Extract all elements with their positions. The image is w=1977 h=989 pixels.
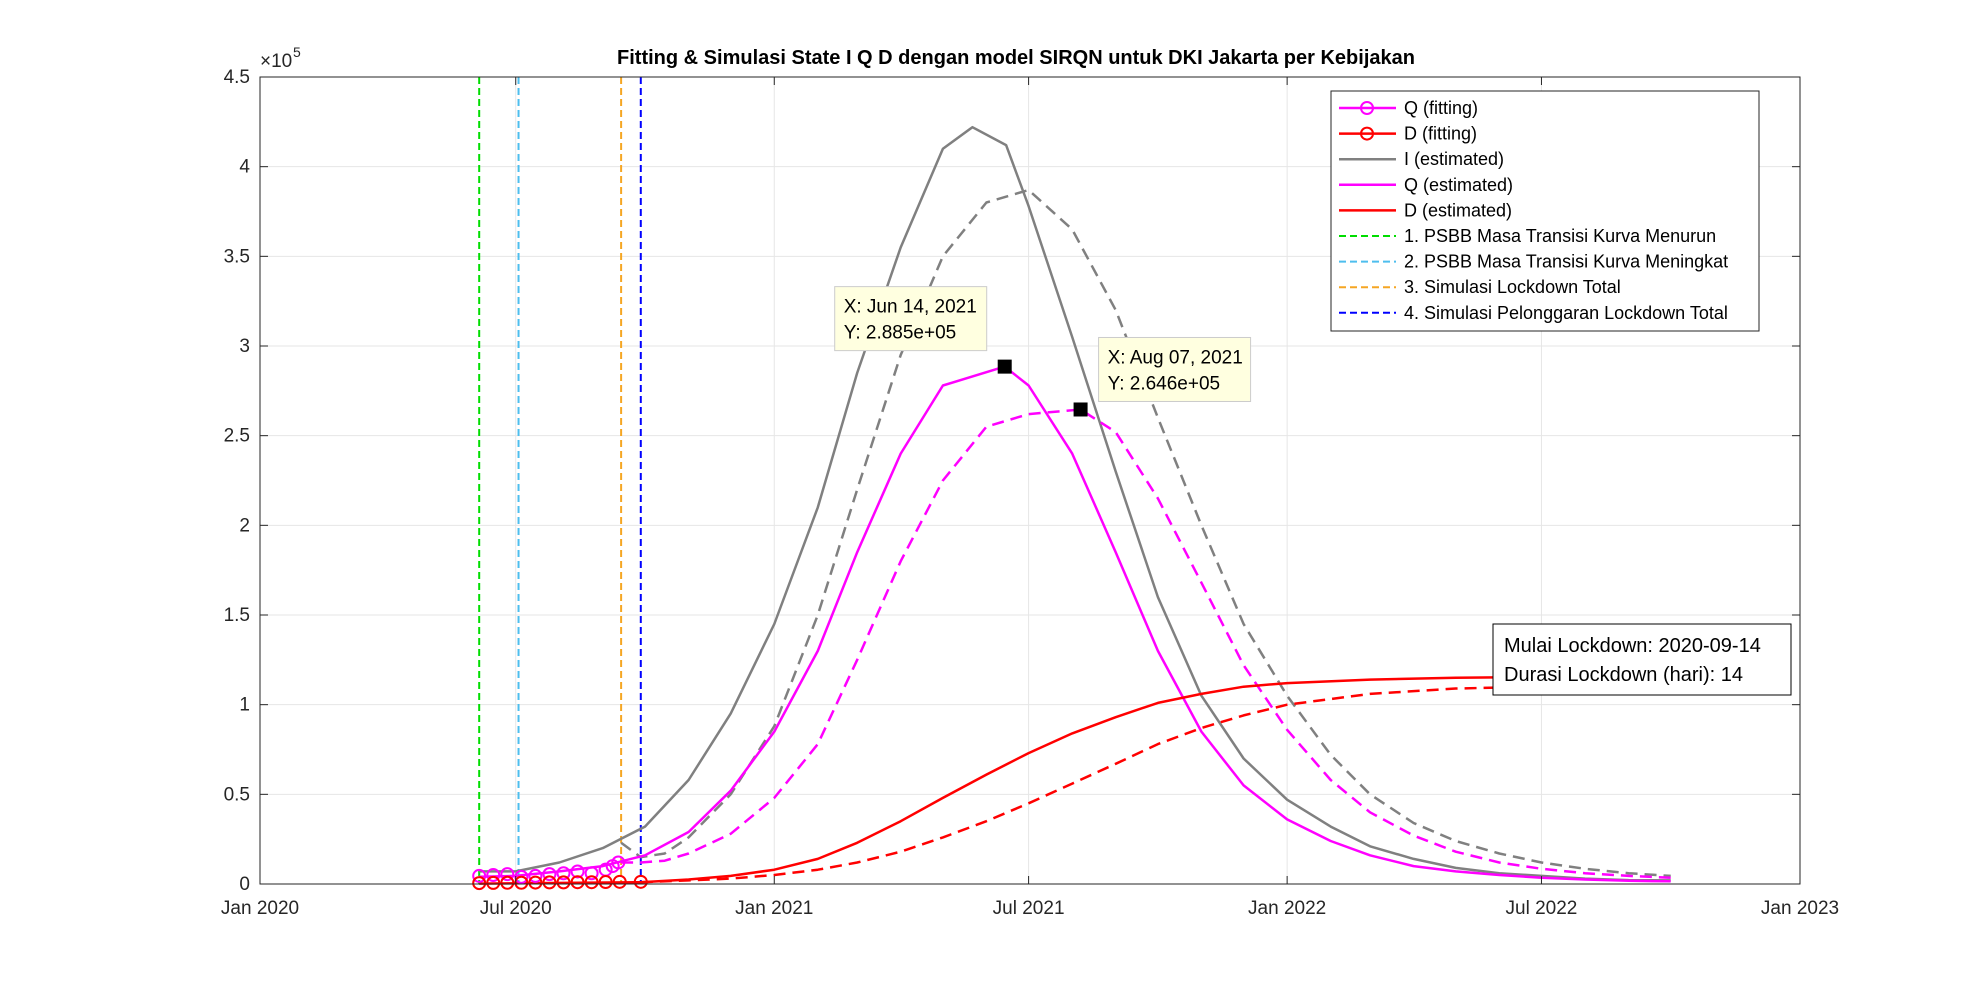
legend-entry-label: D (estimated) xyxy=(1404,200,1512,220)
datatip-marker xyxy=(1073,402,1088,417)
datatip-x-label: X: Aug 07, 2021 xyxy=(1108,347,1243,368)
legend-marker xyxy=(1360,101,1374,115)
x-tick-label: Jan 2021 xyxy=(735,898,813,919)
legend-entry-label: Q (estimated) xyxy=(1404,175,1513,195)
annotation-box xyxy=(1492,623,1792,696)
fitting-markers xyxy=(472,855,648,891)
datatip-box xyxy=(1098,336,1252,402)
datatip-box xyxy=(834,286,988,352)
y-tick-label: 0.5 xyxy=(224,784,250,805)
q-fitting-marker xyxy=(486,868,501,883)
y-tick-label: 3 xyxy=(239,336,250,357)
q-fitting-marker xyxy=(500,867,515,882)
datatip-y-label: Y: 2.885e+05 xyxy=(844,323,957,344)
legend-box xyxy=(1330,90,1760,332)
x-tick-label: Jul 2022 xyxy=(1506,898,1578,919)
y-tick-label: 1 xyxy=(239,695,250,716)
d-fitting-marker xyxy=(633,874,648,889)
y-tick-label: 1.5 xyxy=(224,605,250,626)
d-fitting-marker xyxy=(570,875,585,890)
series-line xyxy=(479,125,1671,882)
legend-entry-label: 2. PSBB Masa Transisi Kurva Meningkat xyxy=(1404,252,1728,272)
axis-ticks: Jan 2020 Jul 2020 Jan 2021 Jul 2021 Jan 2022… xyxy=(221,67,1839,919)
x-tick-label: Jul 2020 xyxy=(480,898,552,919)
y-tick-label: 3.5 xyxy=(224,246,250,267)
q-fitting-marker xyxy=(584,866,599,881)
x-tick-label: Jan 2020 xyxy=(221,898,299,919)
d-fitting-marker xyxy=(598,875,613,890)
annotation-line-1: Mulai Lockdown: 2020-09-14 xyxy=(1504,635,1761,657)
d-fitting-marker xyxy=(486,875,501,890)
legend-entry-label: I (estimated) xyxy=(1404,149,1504,169)
policy-lines xyxy=(478,77,642,884)
series-line xyxy=(621,408,1671,879)
datatip-x-label: X: Jun 14, 2021 xyxy=(844,297,977,318)
y-exponent-label: ×10 5 xyxy=(260,44,301,72)
d-fitting-marker xyxy=(556,875,571,890)
d-fitting-marker xyxy=(542,875,557,890)
legend[interactable]: Q (fitting) D (fitting) I (estimated) Q (es… xyxy=(1330,90,1760,332)
d-fitting-marker xyxy=(528,875,543,890)
series-line xyxy=(479,674,1671,885)
d-fitting-marker xyxy=(500,875,515,890)
q-fitting-marker xyxy=(556,866,571,881)
legend-entry-label: 3. Simulasi Lockdown Total xyxy=(1404,277,1621,297)
q-fitting-marker xyxy=(528,868,543,883)
d-fitting-marker xyxy=(472,876,487,891)
series-line xyxy=(620,188,1671,878)
y-tick-label: 4 xyxy=(239,157,250,178)
annotation-line-2: Durasi Lockdown (hari): 14 xyxy=(1504,664,1743,686)
q-fitting-marker xyxy=(542,867,557,882)
legend-marker xyxy=(1360,126,1374,141)
legend-entry-label: 4. Simulasi Pelonggaran Lockdown Total xyxy=(1404,303,1728,323)
legend-entry-label: Q (fitting) xyxy=(1404,98,1478,118)
datatip-y-label: Y: 2.646e+05 xyxy=(1108,373,1221,394)
series-lines xyxy=(479,125,1671,885)
d-fitting-marker xyxy=(612,874,627,889)
series-line xyxy=(640,683,1671,884)
y-tick-label: 2 xyxy=(239,515,250,536)
x-tick-label: Jan 2022 xyxy=(1248,898,1326,919)
q-fitting-marker xyxy=(611,855,626,870)
legend-entry-label: 1. PSBB Masa Transisi Kurva Menurun xyxy=(1404,226,1716,246)
q-fitting-marker xyxy=(570,864,585,879)
y-tick-label: 0 xyxy=(239,874,250,895)
y-exponent-base: ×10 xyxy=(260,51,292,72)
lockdown-annotation: Mulai Lockdown: 2020-09-14 Durasi Lockdo… xyxy=(1492,623,1792,696)
y-tick-label: 4.5 xyxy=(224,67,250,88)
series-line xyxy=(479,365,1671,883)
datatips[interactable]: X: Jun 14, 2021 Y: 2.885e+05 X: Aug 07, 20… xyxy=(834,286,1252,417)
x-tick-label: Jan 2023 xyxy=(1761,898,1839,919)
d-fitting-marker xyxy=(584,875,599,890)
y-exponent-power: 5 xyxy=(293,44,301,60)
x-tick-label: Jul 2021 xyxy=(993,898,1065,919)
plot-frame xyxy=(259,76,1801,885)
y-tick-label: 2.5 xyxy=(224,426,250,447)
q-fitting-marker xyxy=(472,868,487,883)
chart-title: Fitting & Simulasi State I Q D dengan mo… xyxy=(617,47,1415,69)
legend-entry-label: D (fitting) xyxy=(1404,124,1477,144)
datatip-marker xyxy=(997,359,1012,374)
